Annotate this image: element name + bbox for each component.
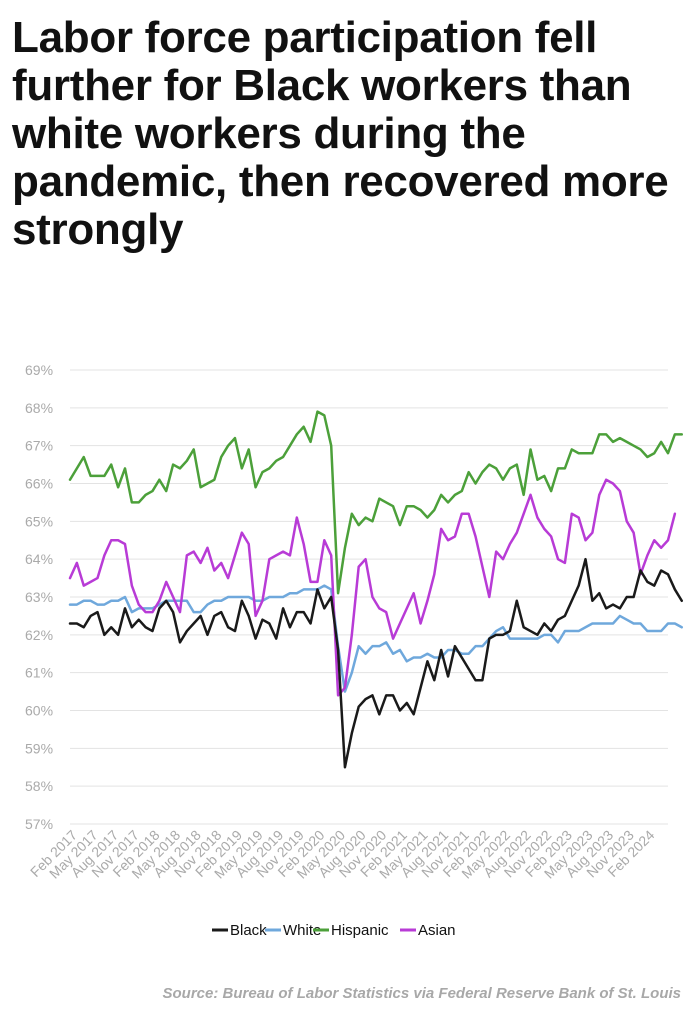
legend-label-asian: Asian <box>418 922 456 939</box>
series-line-white <box>68 584 683 693</box>
y-tick-label: 59% <box>25 740 53 756</box>
series-lines <box>68 410 683 769</box>
source-note: Source: Bureau of Labor Statistics via F… <box>162 985 681 1002</box>
y-axis: 69% 68% 67% 66% 65% 64% 63% 62% 61% 60% 59% 58% 57% <box>25 362 53 832</box>
y-tick-label: 66% <box>25 476 53 492</box>
series-line-asian <box>68 478 677 697</box>
chart-title: Labor force participation fell further f… <box>12 13 669 254</box>
y-tick-label: 64% <box>25 551 53 567</box>
y-tick-label: 67% <box>25 438 53 454</box>
legend-label-white: White <box>283 922 321 939</box>
y-tick-label: 60% <box>25 703 53 719</box>
gridlines <box>70 369 668 825</box>
legend-label-hispanic: Hispanic <box>331 922 389 939</box>
y-tick-label: 63% <box>25 589 53 605</box>
series-line-black <box>68 557 683 769</box>
y-tick-label: 68% <box>25 400 53 416</box>
legend: Black White Hispanic Asian <box>212 922 456 939</box>
y-tick-label: 61% <box>25 665 53 681</box>
y-tick-label: 58% <box>25 778 53 794</box>
y-tick-label: 69% <box>25 362 53 378</box>
y-tick-label: 62% <box>25 627 53 643</box>
y-tick-label: 65% <box>25 513 53 529</box>
y-tick-label: 57% <box>25 816 53 832</box>
series-line-hispanic <box>68 410 683 595</box>
legend-label-black: Black <box>230 922 267 939</box>
line-chart: 69%68%67%66%65%64%63%62%61%60%59%58%57% … <box>25 362 683 939</box>
